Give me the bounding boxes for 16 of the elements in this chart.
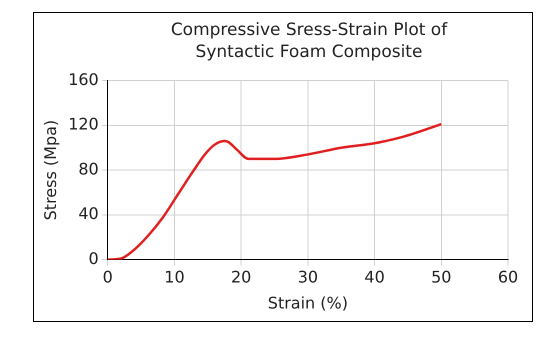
y-tick-label: 120 xyxy=(68,114,99,134)
x-tick-label: 10 xyxy=(164,267,185,286)
x-axis-title: Strain (%) xyxy=(268,294,348,313)
x-tick-label: 40 xyxy=(364,267,385,286)
y-axis-title: Stress (Mpa) xyxy=(40,120,60,220)
chart-title: Compressive Sress-Strain Plot of Syntactic Foam Composite xyxy=(170,19,448,63)
x-tick-label: 20 xyxy=(230,267,252,286)
x-tick-label: 50 xyxy=(431,267,452,286)
y-tick-label: 0 xyxy=(88,248,99,268)
x-tick-label: 30 xyxy=(298,267,318,286)
y-tick-label: 80 xyxy=(78,159,99,178)
y-tick-label: 40 xyxy=(78,204,99,224)
x-tick-label: 60 xyxy=(498,267,518,286)
line-series xyxy=(108,122,443,260)
x-tick-label: 0 xyxy=(102,267,113,286)
y-tick-label: 160 xyxy=(68,70,99,89)
